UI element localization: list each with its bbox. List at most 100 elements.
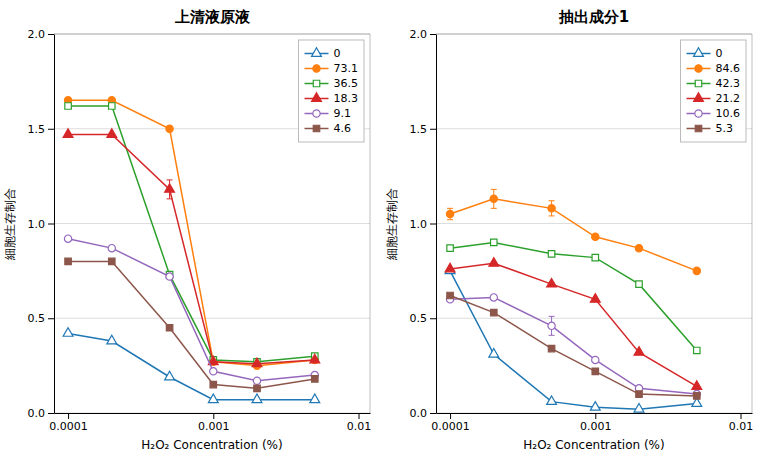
tick-mark xyxy=(48,224,54,225)
grid-line xyxy=(54,223,370,224)
axis-line xyxy=(55,413,371,414)
plot-frame xyxy=(752,34,753,413)
tick-label: 2.0 xyxy=(28,28,46,41)
tick-mark xyxy=(68,413,69,419)
legend-label: 18.3 xyxy=(334,92,359,105)
tick: 1.5 xyxy=(28,123,55,136)
error-bar-cap xyxy=(447,208,453,209)
grid-line xyxy=(436,128,752,129)
tick-mark xyxy=(430,34,436,35)
grid xyxy=(436,34,752,413)
point xyxy=(592,356,599,363)
tick: 0.5 xyxy=(410,312,437,325)
legend-entry: 0 xyxy=(687,47,723,60)
error-bar-cap xyxy=(549,335,555,336)
series xyxy=(446,189,700,274)
tick: 1.0 xyxy=(28,218,55,231)
point xyxy=(547,278,557,287)
point xyxy=(548,251,554,257)
error-bar xyxy=(447,208,453,219)
series-line xyxy=(68,261,315,388)
legend-swatch-marker xyxy=(313,125,319,131)
series-line xyxy=(68,100,315,365)
error-bar-cap xyxy=(549,316,555,317)
tick: 0.0001 xyxy=(49,413,88,433)
point xyxy=(447,292,453,298)
point xyxy=(210,381,216,387)
grid-line xyxy=(54,34,370,35)
tick-mark xyxy=(430,224,436,225)
y-axis: 0.00.51.01.52.0 xyxy=(28,28,55,420)
legend-swatch-marker xyxy=(313,80,319,86)
series-line xyxy=(450,296,697,396)
tick-label: 1.0 xyxy=(28,218,46,231)
legend-swatch-marker xyxy=(695,110,702,117)
tick: 0.0 xyxy=(28,407,55,420)
point xyxy=(693,267,700,274)
legend-swatch-marker xyxy=(694,48,704,57)
tick-mark xyxy=(48,413,54,414)
series xyxy=(447,292,700,399)
point xyxy=(491,239,497,245)
point xyxy=(592,368,598,374)
legend-label: 84.6 xyxy=(716,62,741,75)
point xyxy=(108,244,115,251)
tick-label: 1.5 xyxy=(410,123,428,136)
legend-label: 10.6 xyxy=(716,107,741,120)
grid-line xyxy=(54,413,370,414)
legend-label: 42.3 xyxy=(716,77,741,90)
tick-label: 0.01 xyxy=(347,420,372,433)
plot-frame xyxy=(436,34,752,35)
series-line xyxy=(450,297,697,394)
series-line xyxy=(450,199,697,271)
y-axis-title: 細胞生存制合 xyxy=(385,188,399,261)
point xyxy=(253,377,260,384)
legend-label: 0 xyxy=(334,47,341,60)
point xyxy=(634,404,644,413)
point xyxy=(635,244,642,251)
legend-swatch-marker xyxy=(694,93,704,102)
error-bar-cap xyxy=(491,189,497,190)
series xyxy=(63,328,320,403)
grid-line xyxy=(436,318,752,319)
tick: 2.0 xyxy=(410,28,437,41)
tick: 1.5 xyxy=(410,123,437,136)
point xyxy=(490,195,497,202)
point xyxy=(446,210,453,217)
tick-label: 0.5 xyxy=(410,312,428,325)
tick: 1.0 xyxy=(410,218,437,231)
axis-line xyxy=(436,35,437,414)
series xyxy=(65,258,318,391)
point xyxy=(252,394,262,403)
grid-line xyxy=(54,128,370,129)
legend-label: 21.2 xyxy=(716,92,741,105)
legend-swatch-marker xyxy=(695,80,701,86)
grid-line xyxy=(436,223,752,224)
point xyxy=(210,368,217,375)
point xyxy=(165,184,175,193)
point xyxy=(548,345,554,351)
point xyxy=(65,258,71,264)
axis-line xyxy=(437,413,753,414)
tick-mark xyxy=(741,413,742,419)
grid-line xyxy=(54,318,370,319)
point xyxy=(590,294,600,303)
tick-label: 1.5 xyxy=(28,123,46,136)
grid-line xyxy=(436,413,752,414)
point xyxy=(548,205,555,212)
legend-box xyxy=(681,40,747,142)
series xyxy=(63,129,320,367)
point xyxy=(166,273,173,280)
tick: 0.0 xyxy=(410,407,437,420)
legend-entry: 4.6 xyxy=(305,122,352,135)
point xyxy=(489,349,499,358)
point xyxy=(547,396,557,405)
grid-line xyxy=(436,34,752,35)
legend-swatch-marker xyxy=(695,65,702,72)
tick-label: 0.0 xyxy=(28,407,46,420)
x-axis: 0.00010.0010.01 xyxy=(431,413,753,433)
tick: 0.01 xyxy=(347,413,372,433)
legend-entry: 0 xyxy=(305,47,341,60)
grid xyxy=(54,34,370,413)
tick-label: 0.001 xyxy=(580,420,612,433)
